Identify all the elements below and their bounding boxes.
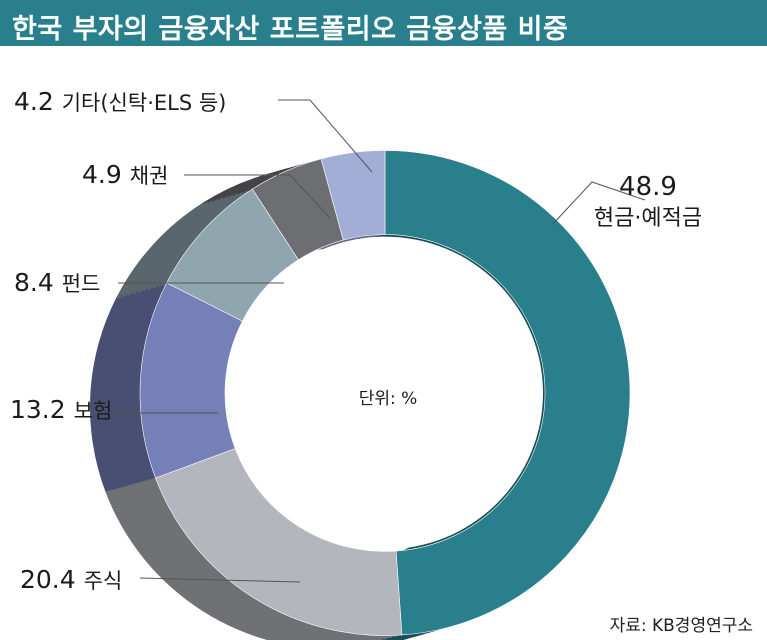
slice-1: [155, 448, 403, 636]
unit-label: 단위: %: [359, 389, 418, 409]
slice-label-0: 현금·예적금: [594, 206, 702, 231]
donut-hole: [227, 236, 543, 550]
title-bar: 한국 부자의 금융자산 포트폴리오 금융상품 비중: [0, 0, 767, 46]
leader-line-0: [551, 181, 646, 226]
slice-value-5: 4.2: [14, 87, 62, 116]
slice-name-5: 기타(신탁·ELS 등): [62, 91, 227, 115]
slice-label-5: 4.2 기타(신탁·ELS 등): [14, 87, 226, 116]
chart-title: 한국 부자의 금융자산 포트폴리오 금융상품 비중: [12, 14, 569, 45]
slice-label-3: 8.4 펀드: [14, 268, 100, 297]
slice-name-4: 채권: [130, 164, 169, 188]
slice-label-1: 20.4 주식: [20, 565, 122, 594]
slice-value-1: 20.4: [20, 565, 84, 594]
leader-line-1: [139, 577, 301, 583]
leader-line-5: [278, 99, 373, 173]
slice-value-0: 48.9: [619, 172, 677, 202]
slice-5: [320, 150, 386, 241]
slice-name-1: 주식: [84, 569, 123, 593]
slice-label-4: 4.9 채권: [82, 160, 168, 189]
slice-value-2: 13.2: [10, 395, 74, 424]
leader-line-4: [184, 174, 331, 219]
source-note: 자료: KB경영연구소: [609, 616, 753, 636]
slice-name-2: 보험: [74, 399, 113, 423]
slice-value-3: 8.4: [14, 268, 62, 297]
slice-value-4: 4.9: [82, 160, 130, 189]
slice-name-3: 펀드: [62, 272, 101, 296]
slice-0: [384, 150, 631, 636]
slice-label-2: 13.2 보험: [10, 395, 112, 424]
